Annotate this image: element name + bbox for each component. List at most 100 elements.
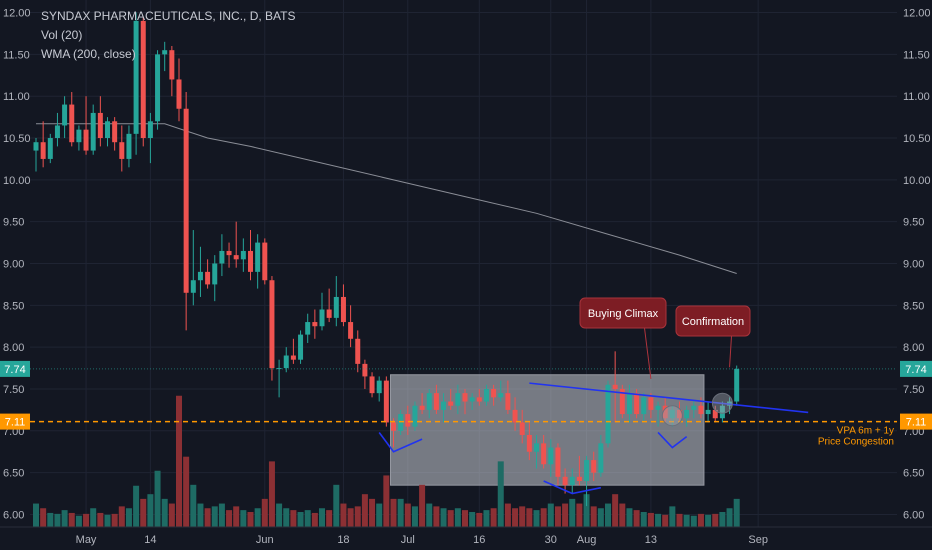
volume-bar	[383, 475, 390, 527]
volume-bar	[97, 512, 104, 527]
support-arc	[378, 431, 423, 453]
volume-bar	[476, 512, 483, 527]
candle-body	[426, 393, 432, 410]
volume-bar	[161, 498, 168, 527]
candle	[155, 50, 161, 130]
x-tick-label: 30	[545, 534, 557, 546]
volume-bar	[690, 515, 697, 527]
candlestick-series	[33, 12, 740, 507]
candle-body	[612, 384, 618, 389]
time-axis[interactable]: May 14 Jun 18 Jul 16 30 Aug 13 Sep	[0, 526, 932, 550]
annotation-lines	[30, 368, 897, 495]
candle-body	[719, 405, 725, 419]
candle	[305, 313, 311, 343]
candle	[176, 58, 182, 122]
candle-body	[119, 142, 125, 159]
volume-bar	[669, 506, 676, 527]
candle-body	[169, 50, 175, 80]
candle	[312, 309, 318, 339]
candle-body	[47, 138, 53, 159]
candle	[276, 359, 282, 398]
volume-bar	[168, 503, 175, 527]
candle-body	[126, 133, 132, 159]
buying-climax-callout-box	[579, 297, 667, 329]
volume-bar	[533, 510, 540, 527]
volume-bar	[90, 508, 97, 527]
symbol-title[interactable]: SYNDAX PHARMACEUTICALS, INC., D, BATS	[41, 9, 296, 23]
candle	[498, 380, 504, 402]
x-tick-label: May	[76, 534, 97, 546]
candle	[669, 405, 675, 427]
candle-body	[419, 405, 425, 410]
x-tick-label: 14	[144, 534, 156, 546]
volume-bar	[512, 508, 519, 527]
wma-indicator-label[interactable]: WMA (200, close)	[41, 47, 136, 61]
volume-bar	[390, 498, 397, 527]
candle	[140, 16, 146, 147]
volume-indicator-label[interactable]: Vol (20)	[41, 28, 83, 42]
candle-body	[412, 405, 418, 427]
volume-bar	[226, 510, 233, 527]
candle-body	[183, 108, 189, 293]
candle-body	[340, 296, 346, 323]
candle	[119, 125, 125, 172]
candle-body	[233, 255, 239, 260]
candle	[534, 434, 539, 469]
candle	[76, 125, 82, 151]
candle-body	[140, 20, 146, 139]
candle	[348, 305, 354, 348]
price-axis-left-bg	[0, 0, 30, 550]
candle	[255, 234, 261, 289]
volume-bar	[118, 506, 125, 527]
candle	[448, 388, 454, 410]
y-tick-label-left: 8.50	[3, 300, 24, 312]
candle-body	[655, 405, 661, 410]
candle-body	[441, 401, 447, 410]
candle-body	[626, 393, 632, 415]
candle	[169, 46, 175, 97]
volume-bar	[440, 508, 447, 527]
candle	[126, 125, 132, 168]
candle	[83, 96, 89, 155]
volume-bar	[726, 508, 733, 527]
candle-body	[712, 409, 718, 419]
congestion-note-line1: VPA 6m + 1y	[837, 426, 894, 437]
volume-bar	[469, 512, 476, 527]
candle-body	[90, 112, 96, 151]
volume-bar	[597, 508, 604, 527]
volume-bar	[340, 503, 347, 527]
candle	[612, 351, 618, 423]
candle-body	[562, 476, 568, 486]
candle	[398, 409, 404, 435]
candle-body	[705, 409, 711, 415]
candle-body	[383, 380, 389, 423]
volume-bar	[297, 512, 304, 527]
candle	[641, 393, 647, 423]
y-tick-label-left: 12.00	[3, 8, 31, 20]
volume-bar	[640, 512, 647, 527]
volume-bar	[247, 512, 254, 527]
y-tick-label-right: 10.00	[903, 175, 931, 187]
candle	[512, 397, 518, 431]
volume-bar	[526, 508, 533, 527]
candle-body	[505, 393, 511, 410]
candle-body	[162, 50, 168, 55]
volume-bar	[104, 514, 111, 527]
congestion-price-tag-left: 7.11	[5, 417, 26, 429]
candle	[469, 393, 475, 410]
candle	[190, 230, 196, 306]
candle-body	[641, 397, 647, 415]
candle	[33, 138, 39, 172]
volume-bar	[504, 503, 511, 527]
candle	[319, 292, 325, 331]
candle	[562, 468, 568, 494]
candle	[677, 401, 682, 423]
volume-bar	[705, 514, 712, 527]
candle-body	[190, 280, 196, 293]
candle-body	[76, 129, 82, 143]
candle	[90, 104, 96, 155]
candle	[526, 422, 532, 461]
